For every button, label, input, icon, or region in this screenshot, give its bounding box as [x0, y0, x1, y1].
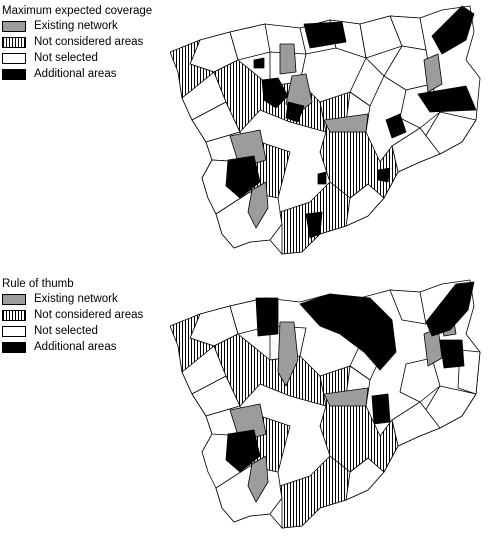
- legend-label: Not considered areas: [34, 309, 144, 321]
- legend-item-additional-areas: Additional areas: [2, 67, 152, 81]
- district-additional-area: [417, 85, 477, 113]
- district-additional-area: [253, 57, 265, 69]
- swatch-existing-network: [2, 20, 26, 32]
- district: [389, 289, 427, 325]
- district-additional-area: [255, 297, 279, 337]
- district-existing-network: [323, 387, 369, 407]
- swatch-not-considered: [2, 309, 26, 321]
- swatch-not-selected: [2, 325, 26, 337]
- map-rule-of-thumb: [170, 279, 481, 529]
- district-additional-area: [425, 281, 475, 337]
- district-additional-area: [377, 167, 391, 183]
- district-additional-area: [299, 293, 397, 371]
- map-max-expected-coverage: [170, 5, 481, 255]
- swatch-existing-network: [2, 293, 26, 305]
- swatch-not-selected: [2, 52, 26, 64]
- district-additional-area: [317, 171, 327, 185]
- district-existing-network: [277, 321, 299, 387]
- legend-label: Not selected: [34, 52, 98, 64]
- district-additional-area: [371, 393, 391, 425]
- district: [391, 401, 441, 447]
- legend-item-not-selected: Not selected: [2, 51, 152, 65]
- district-additional-area: [261, 77, 289, 109]
- district-existing-network: [247, 455, 269, 503]
- district-additional-area: [439, 339, 465, 369]
- legend-item-not-selected: Not selected: [2, 324, 143, 338]
- district-additional-area: [225, 429, 261, 473]
- district-additional-area: [431, 5, 475, 55]
- district-additional-area: [385, 113, 407, 139]
- district-additional-area: [305, 211, 323, 239]
- legend-item-additional-areas: Additional areas: [2, 340, 143, 354]
- legend-item-existing-network: Existing network: [2, 19, 152, 33]
- legend-max-expected-coverage: Maximum expected coverage Existing netwo…: [2, 4, 152, 83]
- district-existing-network: [423, 53, 443, 93]
- legend-label: Not considered areas: [34, 36, 144, 48]
- district-additional-area: [285, 101, 305, 123]
- legend-title: Maximum expected coverage: [2, 5, 153, 17]
- district-additional-area: [225, 155, 261, 199]
- legend-label: Additional areas: [34, 68, 117, 80]
- district: [391, 127, 441, 173]
- district-existing-network: [279, 43, 297, 75]
- swatch-additional-areas: [2, 68, 26, 80]
- district-not-considered: [279, 455, 351, 529]
- legend-title: Rule of thumb: [2, 278, 74, 290]
- swatch-additional-areas: [2, 341, 26, 353]
- legend-label: Existing network: [34, 293, 118, 305]
- legend-item-not-considered: Not considered areas: [2, 308, 143, 322]
- legend-rule-of-thumb: Rule of thumb Existing network Not consi…: [2, 277, 143, 356]
- swatch-not-considered: [2, 36, 26, 48]
- legend-label: Not selected: [34, 325, 98, 337]
- legend-item-not-considered: Not considered areas: [2, 35, 152, 49]
- legend-label: Additional areas: [34, 341, 117, 353]
- district-existing-network: [247, 181, 269, 229]
- legend-label: Existing network: [34, 20, 118, 32]
- district-additional-area: [303, 21, 347, 49]
- legend-item-existing-network: Existing network: [2, 292, 143, 306]
- district-existing-network: [323, 113, 369, 133]
